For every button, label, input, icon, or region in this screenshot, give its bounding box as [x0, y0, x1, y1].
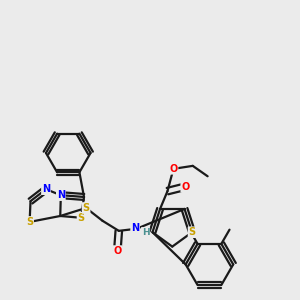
Text: S: S	[77, 213, 85, 223]
Text: O: O	[169, 164, 178, 174]
Text: N: N	[42, 184, 50, 194]
Text: H: H	[142, 228, 149, 237]
Text: O: O	[181, 182, 190, 192]
Text: S: S	[26, 217, 33, 227]
Text: O: O	[113, 246, 122, 256]
Text: N: N	[57, 190, 65, 200]
Text: S: S	[82, 203, 90, 213]
Text: S: S	[188, 227, 196, 237]
Text: N: N	[131, 223, 139, 233]
